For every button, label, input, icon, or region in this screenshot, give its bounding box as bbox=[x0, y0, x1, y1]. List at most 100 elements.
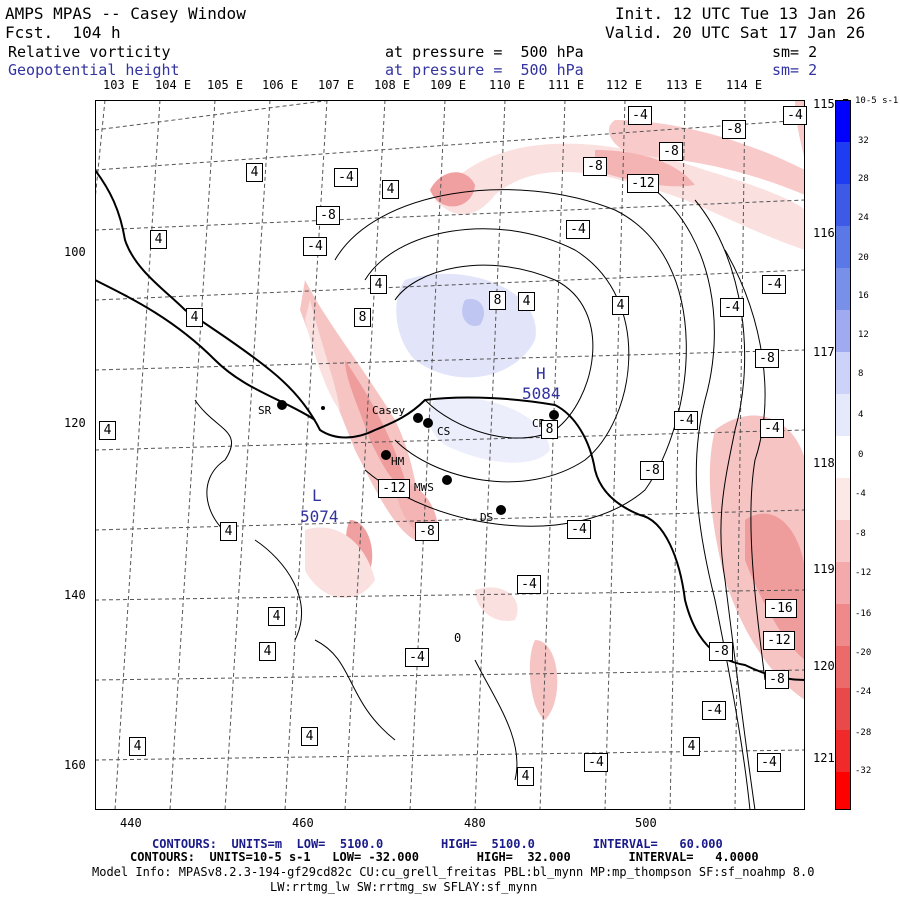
contour-label: -12 bbox=[378, 479, 410, 498]
contour-label: 4 bbox=[150, 230, 167, 249]
high-value: 5084 bbox=[522, 384, 561, 403]
contour-label: -4 bbox=[760, 419, 784, 438]
station-label-sr: SR bbox=[258, 404, 272, 417]
x-tick: 460 bbox=[292, 816, 314, 830]
height-contours bbox=[194, 189, 766, 810]
forecast-hour: Fcst. 104 h bbox=[5, 23, 121, 42]
lon-label-top: 113 E bbox=[666, 78, 703, 92]
colorbar-tick: 32 bbox=[858, 136, 869, 146]
contour-label: 8 bbox=[354, 308, 371, 327]
station-dot-sr bbox=[277, 400, 287, 410]
contour-label: -4 bbox=[628, 106, 652, 125]
contour-label: -4 bbox=[334, 168, 358, 187]
y-tick: 100 bbox=[64, 245, 86, 259]
lon-label-top: 112 E bbox=[606, 78, 643, 92]
contour-label: 4 bbox=[268, 607, 285, 626]
contour-label: -8 bbox=[415, 522, 439, 541]
contour-label: 4 bbox=[246, 163, 263, 182]
field2-name: Geopotential height bbox=[8, 61, 180, 79]
station-label-mws: MWS bbox=[414, 481, 434, 494]
colorbar-tick: -4 bbox=[855, 489, 866, 499]
contour-label: -4 bbox=[405, 648, 429, 667]
lon-label-top: 111 E bbox=[548, 78, 585, 92]
footer-model-info: Model Info: MPASv8.2.3-194-gf29cd82c CU:… bbox=[92, 865, 815, 879]
contour-label: -4 bbox=[702, 701, 726, 720]
contour-label: -12 bbox=[763, 631, 795, 650]
station-dot-cs bbox=[423, 418, 433, 428]
contour-label: 4 bbox=[259, 642, 276, 661]
colorbar-units: 10-5 s-1 bbox=[855, 96, 899, 106]
colorbar-tick: 12 bbox=[858, 330, 869, 340]
y-tick: 140 bbox=[64, 588, 86, 602]
lon-label-top: 104 E bbox=[155, 78, 192, 92]
colorbar-tick: -32 bbox=[855, 766, 872, 776]
contour-label: 4 bbox=[220, 522, 237, 541]
colorbar-tick: 0 bbox=[858, 450, 864, 460]
contour-label: 4 bbox=[518, 292, 535, 311]
lon-label-top: 114 E bbox=[726, 78, 763, 92]
colorbar-tick: -28 bbox=[855, 728, 872, 738]
contour-label: -4 bbox=[674, 411, 698, 430]
contour-label: -16 bbox=[765, 599, 797, 618]
station-dot-cr bbox=[549, 410, 559, 420]
colorbar-tick: -16 bbox=[855, 609, 872, 619]
contour-label: 8 bbox=[541, 420, 558, 439]
contour-label: -8 bbox=[659, 142, 683, 161]
colorbar-tick: -8 bbox=[855, 529, 866, 539]
y-tick: 120 bbox=[64, 416, 86, 430]
colorbar-tick: 24 bbox=[858, 213, 869, 223]
contour-label: -8 bbox=[316, 206, 340, 225]
station-markers bbox=[277, 400, 559, 515]
field1-name: Relative vorticity bbox=[8, 43, 171, 61]
contour-label: 4 bbox=[612, 296, 629, 315]
contour-label: -8 bbox=[755, 349, 779, 368]
contour-label: -4 bbox=[517, 575, 541, 594]
contour-label: -4 bbox=[303, 237, 327, 256]
contour-label: -4 bbox=[783, 106, 807, 125]
contour-label: -8 bbox=[640, 461, 664, 480]
lon-label-top: 103 E bbox=[103, 78, 140, 92]
high-marker: H bbox=[536, 364, 546, 383]
field2-pressure: at pressure = 500 hPa bbox=[385, 61, 584, 79]
contour-label: -4 bbox=[762, 275, 786, 294]
colorbar-tick: -12 bbox=[855, 568, 872, 578]
lon-label-top: 105 E bbox=[207, 78, 244, 92]
contour-label: 8 bbox=[489, 291, 506, 310]
station-label-hm: HM bbox=[391, 455, 405, 468]
contour-label: -8 bbox=[583, 157, 607, 176]
station-label-cs: CS bbox=[437, 425, 451, 438]
lon-label-top: 110 E bbox=[489, 78, 526, 92]
x-tick: 500 bbox=[635, 816, 657, 830]
colorbar-tick: 20 bbox=[858, 253, 869, 263]
contour-label: -4 bbox=[720, 298, 744, 317]
y-tick: 160 bbox=[64, 758, 86, 772]
footer-vorticity-contours: CONTOURS: UNITS=10-5 s-1 LOW= -32.000 HI… bbox=[130, 850, 759, 864]
contour-label: -4 bbox=[584, 753, 608, 772]
map-panel bbox=[95, 100, 805, 810]
station-dot-casey bbox=[413, 413, 423, 423]
contour-label: 4 bbox=[370, 275, 387, 294]
contour-label: -8 bbox=[709, 642, 733, 661]
colorbar-tick: 8 bbox=[858, 369, 864, 379]
contour-label: -12 bbox=[627, 174, 659, 193]
field1-pressure: at pressure = 500 hPa bbox=[385, 43, 584, 61]
colorbar-tick: -24 bbox=[855, 687, 872, 697]
field1-smooth: sm= 2 bbox=[772, 43, 818, 61]
colorbar-tick: 28 bbox=[858, 174, 869, 184]
contour-label: -4 bbox=[567, 520, 591, 539]
lon-label-top: 107 E bbox=[318, 78, 355, 92]
map-title: AMPS MPAS -- Casey Window bbox=[5, 4, 246, 23]
station-dot-mws bbox=[442, 475, 452, 485]
contour-label: 4 bbox=[129, 737, 146, 756]
station-label-casey: Casey bbox=[372, 404, 406, 417]
station-dot-hm bbox=[381, 450, 391, 460]
station-label-ds: DS bbox=[480, 511, 494, 524]
contour-label: 4 bbox=[301, 727, 318, 746]
station-label-cr: CR bbox=[532, 417, 546, 430]
colorbar bbox=[835, 100, 851, 810]
contour-label: 4 bbox=[517, 767, 534, 786]
contour-label: 4 bbox=[99, 421, 116, 440]
contour-label: 4 bbox=[382, 180, 399, 199]
contour-label: -4 bbox=[757, 753, 781, 772]
